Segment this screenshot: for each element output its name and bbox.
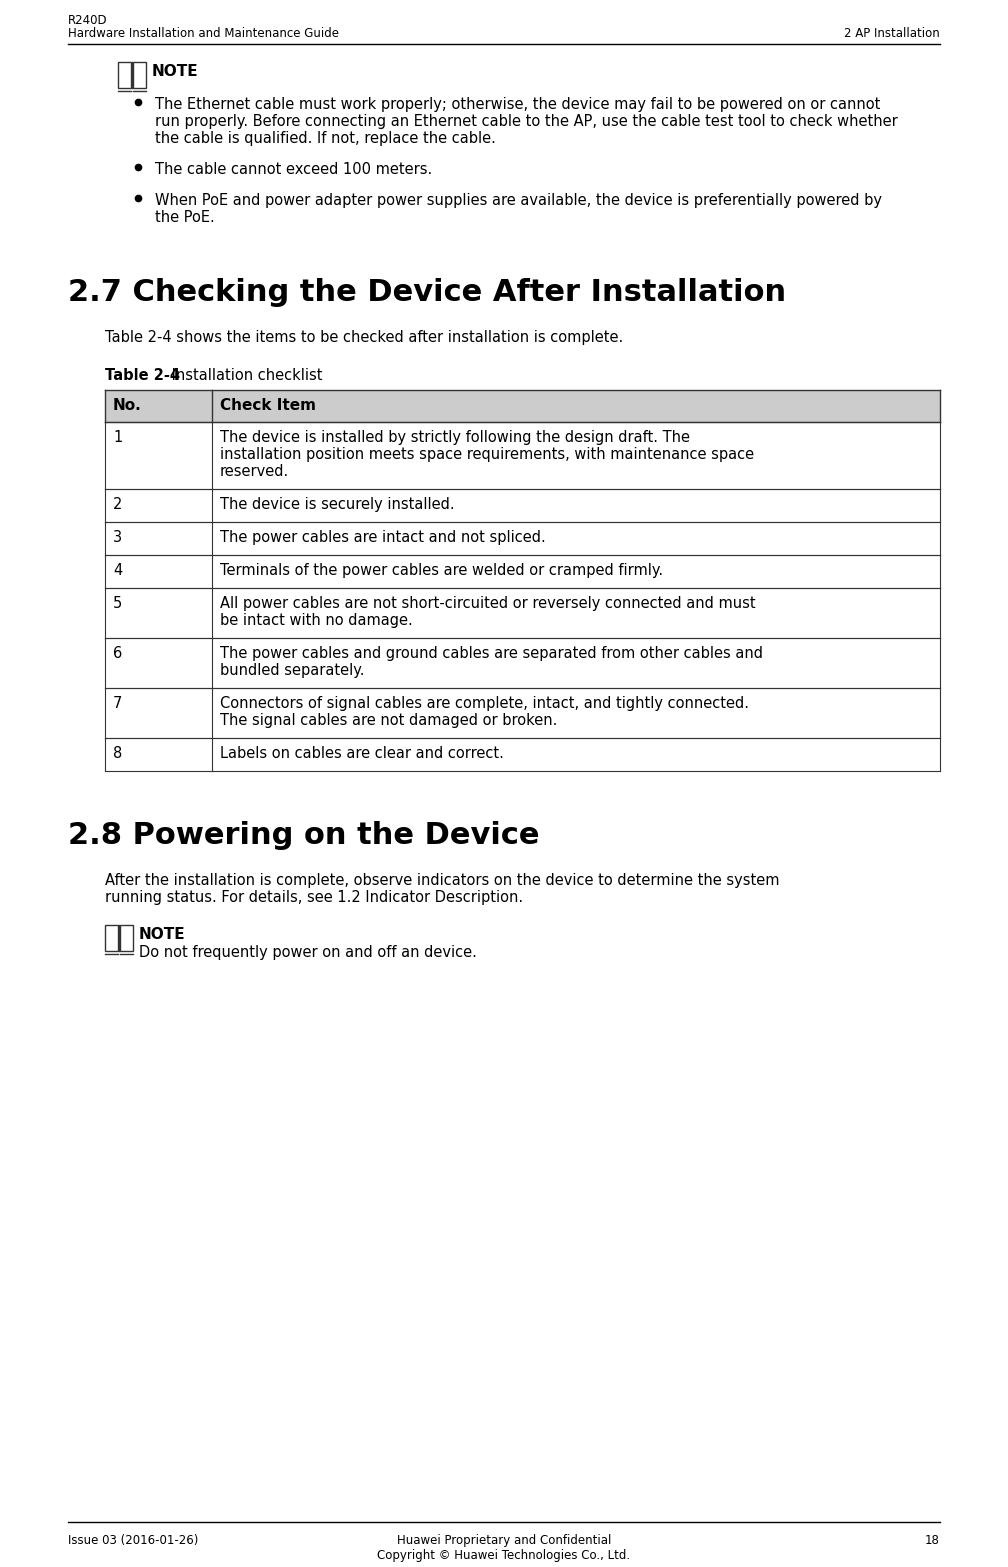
FancyBboxPatch shape bbox=[105, 925, 119, 951]
Text: 18: 18 bbox=[925, 1534, 940, 1547]
Text: run properly. Before connecting an Ethernet cable to the AP, use the cable test : run properly. Before connecting an Ether… bbox=[155, 114, 898, 128]
Text: Huawei Proprietary and Confidential: Huawei Proprietary and Confidential bbox=[397, 1534, 611, 1547]
Text: Table 2-4: Table 2-4 bbox=[105, 368, 180, 382]
FancyBboxPatch shape bbox=[118, 63, 131, 88]
Text: Do not frequently power on and off an device.: Do not frequently power on and off an de… bbox=[139, 945, 477, 961]
Text: When PoE and power adapter power supplies are available, the device is preferent: When PoE and power adapter power supplie… bbox=[155, 193, 882, 208]
Bar bbox=[105, 688, 940, 738]
Text: the PoE.: the PoE. bbox=[155, 210, 215, 226]
Text: Installation checklist: Installation checklist bbox=[167, 368, 323, 382]
Text: 2.7 Checking the Device After Installation: 2.7 Checking the Device After Installati… bbox=[68, 277, 786, 307]
Text: 8: 8 bbox=[113, 746, 122, 762]
Text: running status. For details, see 1.2 Indicator Description.: running status. For details, see 1.2 Ind… bbox=[105, 890, 523, 906]
Text: NOTE: NOTE bbox=[152, 64, 199, 78]
Text: Check Item: Check Item bbox=[220, 398, 316, 414]
Text: 2 AP Installation: 2 AP Installation bbox=[845, 27, 940, 41]
Text: After the installation is complete, observe indicators on the device to determin: After the installation is complete, obse… bbox=[105, 873, 779, 888]
Text: Issue 03 (2016-01-26): Issue 03 (2016-01-26) bbox=[68, 1534, 199, 1547]
Bar bbox=[105, 489, 940, 522]
FancyBboxPatch shape bbox=[120, 925, 133, 951]
Text: 5: 5 bbox=[113, 595, 122, 611]
Text: The cable cannot exceed 100 meters.: The cable cannot exceed 100 meters. bbox=[155, 161, 432, 177]
Text: 4: 4 bbox=[113, 563, 122, 578]
Text: The signal cables are not damaged or broken.: The signal cables are not damaged or bro… bbox=[220, 713, 557, 729]
Bar bbox=[105, 390, 940, 422]
Text: 7: 7 bbox=[113, 696, 122, 711]
Text: The device is securely installed.: The device is securely installed. bbox=[220, 497, 455, 512]
Bar bbox=[105, 638, 940, 688]
FancyBboxPatch shape bbox=[133, 63, 146, 88]
Text: 1: 1 bbox=[113, 429, 122, 445]
Text: installation position meets space requirements, with maintenance space: installation position meets space requir… bbox=[220, 447, 754, 462]
Text: NOTE: NOTE bbox=[139, 928, 185, 942]
Text: 6: 6 bbox=[113, 646, 122, 661]
Text: 2: 2 bbox=[113, 497, 122, 512]
Bar bbox=[105, 738, 940, 771]
Text: The power cables are intact and not spliced.: The power cables are intact and not spli… bbox=[220, 530, 545, 545]
Text: No.: No. bbox=[113, 398, 142, 414]
Text: Connectors of signal cables are complete, intact, and tightly connected.: Connectors of signal cables are complete… bbox=[220, 696, 749, 711]
Bar bbox=[105, 422, 940, 489]
Text: Table 2-4 shows the items to be checked after installation is complete.: Table 2-4 shows the items to be checked … bbox=[105, 331, 623, 345]
Bar bbox=[105, 588, 940, 638]
Text: 2.8 Powering on the Device: 2.8 Powering on the Device bbox=[68, 821, 539, 849]
Text: Hardware Installation and Maintenance Guide: Hardware Installation and Maintenance Gu… bbox=[68, 27, 339, 41]
Text: All power cables are not short-circuited or reversely connected and must: All power cables are not short-circuited… bbox=[220, 595, 756, 611]
Text: The Ethernet cable must work properly; otherwise, the device may fail to be powe: The Ethernet cable must work properly; o… bbox=[155, 97, 880, 111]
Text: The power cables and ground cables are separated from other cables and: The power cables and ground cables are s… bbox=[220, 646, 763, 661]
Text: the cable is qualified. If not, replace the cable.: the cable is qualified. If not, replace … bbox=[155, 132, 496, 146]
Text: 3: 3 bbox=[113, 530, 122, 545]
Text: The device is installed by strictly following the design draft. The: The device is installed by strictly foll… bbox=[220, 429, 690, 445]
Text: be intact with no damage.: be intact with no damage. bbox=[220, 613, 412, 628]
Text: R240D: R240D bbox=[68, 14, 108, 27]
Bar bbox=[105, 555, 940, 588]
Text: Labels on cables are clear and correct.: Labels on cables are clear and correct. bbox=[220, 746, 504, 762]
Text: Copyright © Huawei Technologies Co., Ltd.: Copyright © Huawei Technologies Co., Ltd… bbox=[377, 1550, 631, 1562]
Text: bundled separately.: bundled separately. bbox=[220, 663, 365, 679]
Text: Terminals of the power cables are welded or cramped firmly.: Terminals of the power cables are welded… bbox=[220, 563, 663, 578]
Bar bbox=[105, 522, 940, 555]
Text: reserved.: reserved. bbox=[220, 464, 289, 480]
